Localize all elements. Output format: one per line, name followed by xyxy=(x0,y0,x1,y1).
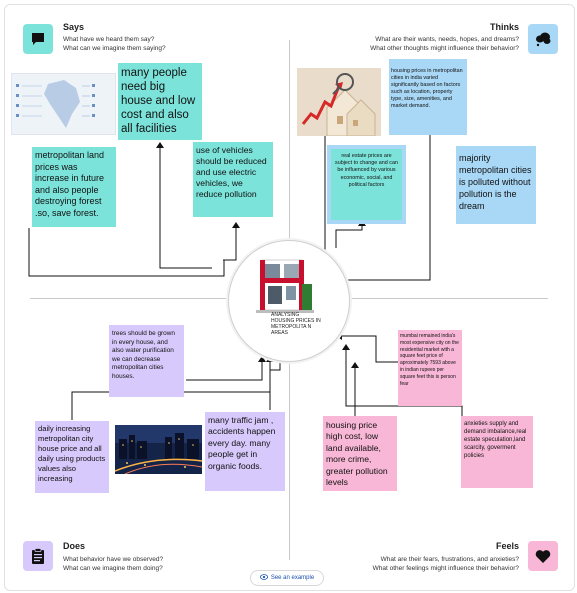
arrow-trees xyxy=(258,356,266,362)
note-land-prices[interactable]: metropolitan land prices was increase in… xyxy=(32,147,116,227)
house-image xyxy=(256,256,314,318)
note-pollution-dream[interactable]: majority metropolitan cities is polluted… xyxy=(456,146,536,224)
feels-title: Feels xyxy=(495,541,519,551)
thinks-title: Thinks xyxy=(489,22,519,32)
city-night-image xyxy=(115,425,202,474)
note-daily-increasing[interactable]: daily increasing metropolitan city house… xyxy=(35,421,109,493)
speech-bubble-icon xyxy=(23,24,53,54)
connector-real-estate xyxy=(335,224,363,248)
connector-land-prices xyxy=(28,228,225,277)
connector-big-house xyxy=(159,146,212,269)
connector-pollution xyxy=(338,130,431,281)
note-big-house[interactable]: many people need big house and low cost … xyxy=(118,63,202,140)
says-title: Says xyxy=(63,22,85,32)
note-trees-grown[interactable]: trees should be grown in every house, an… xyxy=(109,325,184,397)
note-high-cost[interactable]: housing price high cost, low land availa… xyxy=(323,416,397,491)
does-subtitle-1: What behavior have we observed? xyxy=(63,556,164,563)
does-subtitle-2: What can we imagine them doing? xyxy=(63,565,163,572)
connector-electric xyxy=(223,226,237,261)
india-map-image xyxy=(11,73,116,135)
arrow-anxieties xyxy=(342,344,350,350)
note-real-estate-frame: real estate prices are subject to change… xyxy=(327,145,406,224)
thinks-subtitle-2: What other thoughts might influence thei… xyxy=(370,45,519,52)
says-subtitle-2: What can we imagine them saying? xyxy=(63,45,166,52)
connector-mumbai xyxy=(340,335,400,363)
note-anxieties[interactable]: anxieties supply and demand imbalance,re… xyxy=(461,416,533,488)
clipboard-icon xyxy=(23,541,53,571)
arrow-big-house xyxy=(156,142,164,148)
note-electric-vehicles[interactable]: use of vehicles should be reduced and us… xyxy=(193,142,273,217)
connector-anxieties xyxy=(345,348,463,418)
note-mumbai-expensive[interactable]: mumbai remained india's most expensive c… xyxy=(398,330,462,406)
does-title: Does xyxy=(63,541,86,551)
connector-traffic xyxy=(269,362,281,410)
thinks-subtitle-1: What are their wants, needs, hopes, and … xyxy=(375,36,519,43)
note-traffic-jam[interactable]: many traffic jam , accidents happen ever… xyxy=(205,412,285,491)
heart-icon xyxy=(528,541,558,571)
arrow-electric xyxy=(232,222,240,228)
center-label: ANALYSING HOUSING PRICES IN METROPOLITA … xyxy=(271,312,321,336)
note-real-estate-prices[interactable]: real estate prices are subject to change… xyxy=(331,149,402,220)
thought-cloud-icon xyxy=(528,24,558,54)
see-example-label: See an example xyxy=(270,575,315,581)
connector-trees xyxy=(186,360,263,381)
eye-icon xyxy=(259,574,268,582)
arrow-mumbai xyxy=(336,332,342,340)
see-example-link[interactable]: See an example xyxy=(250,570,324,586)
housing-prices-chart-image xyxy=(297,68,381,136)
says-subtitle-1: What have we heard them say? xyxy=(63,36,155,43)
note-housing-prices-india[interactable]: housing prices in metropolitan cities in… xyxy=(389,59,467,135)
arrow-high-cost xyxy=(351,362,359,368)
feels-subtitle-1: What are their fears, frustrations, and … xyxy=(380,556,519,563)
feels-subtitle-2: What other feelings might influence thei… xyxy=(372,565,519,572)
